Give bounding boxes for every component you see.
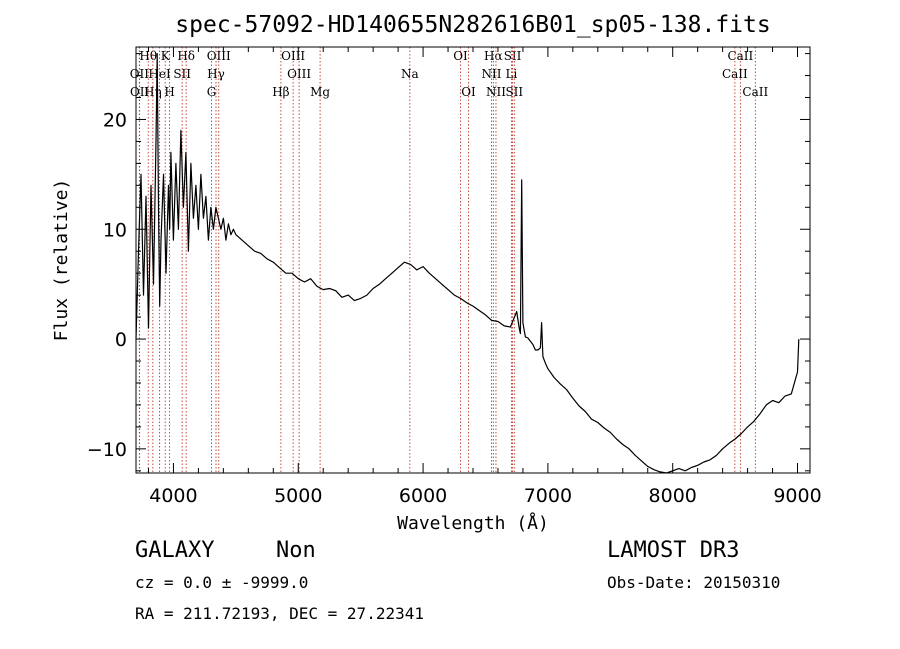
spectrum-line <box>135 52 800 474</box>
x-tick-label: 7000 <box>524 485 572 507</box>
y-tick-label: −10 <box>87 439 127 461</box>
line-marker-label: HeI <box>148 67 171 81</box>
line-marker-label: NII <box>481 67 501 81</box>
x-tick-label: 5000 <box>274 485 322 507</box>
x-axis-label: Wavelength (Å) <box>397 512 549 534</box>
line-marker-label: Mg <box>310 85 330 99</box>
y-axis-label: Flux (relative) <box>51 179 72 342</box>
line-marker-label: Hδ <box>177 49 195 63</box>
line-marker-label: OI <box>453 49 468 63</box>
line-marker-label: OIII <box>281 49 305 63</box>
line-marker-label: CaII <box>727 49 753 63</box>
plot-frame <box>135 46 811 474</box>
line-marker-label: Hγ <box>207 67 225 81</box>
line-marker-label: K <box>161 49 171 63</box>
redshift-text: cz = 0.0 ± -9999.0 <box>135 573 309 592</box>
line-marker-label: Li <box>506 67 518 81</box>
line-marker-label: CaII <box>742 85 768 99</box>
line-marker-label: CaII <box>722 67 748 81</box>
line-marker-label: Hη <box>144 85 162 99</box>
line-marker-label: G <box>207 85 217 99</box>
observation-date: Obs-Date: 20150310 <box>607 573 781 592</box>
x-tick-label: 9000 <box>773 485 821 507</box>
y-tick-label: 20 <box>103 109 127 131</box>
line-marker-label: NII <box>486 85 506 99</box>
line-marker-label: SII <box>173 67 191 81</box>
survey-name: LAMOST DR3 <box>607 538 740 563</box>
chart-title: spec-57092-HD140655N282616B01_sp05-138.f… <box>175 12 770 38</box>
x-tick-label: 4000 <box>149 485 197 507</box>
x-tick-label: 6000 <box>399 485 447 507</box>
object-class: GALAXY <box>135 538 215 563</box>
x-tick-label: 8000 <box>649 485 697 507</box>
line-marker-label: SII <box>504 49 522 63</box>
line-marker-label: OII <box>130 67 150 81</box>
line-marker-label: H <box>164 85 174 99</box>
line-marker-label: SII <box>505 85 523 99</box>
line-marker-label: OIII <box>287 67 311 81</box>
line-marker-label: OI <box>461 85 476 99</box>
line-marker-label: OIII <box>207 49 231 63</box>
line-marker-label: Na <box>401 67 419 81</box>
line-marker-label: OII <box>130 85 150 99</box>
y-tick-label: 10 <box>103 219 127 241</box>
line-marker-label: Hβ <box>272 85 289 99</box>
line-marker-label: Hθ <box>139 49 157 63</box>
coordinates-text: RA = 211.72193, DEC = 27.22341 <box>135 604 424 623</box>
line-marker-label: Hα <box>484 49 503 63</box>
object-subclass: Non <box>276 538 316 563</box>
y-tick-label: 0 <box>115 329 127 351</box>
